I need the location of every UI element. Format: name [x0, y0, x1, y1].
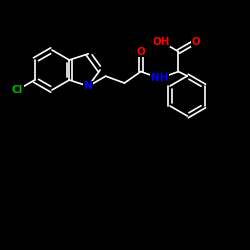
Text: NH: NH: [151, 74, 168, 84]
Text: Cl: Cl: [12, 85, 23, 95]
Text: OH: OH: [152, 36, 170, 46]
Text: O: O: [191, 36, 200, 46]
Text: O: O: [136, 46, 145, 56]
Text: N: N: [84, 81, 93, 91]
